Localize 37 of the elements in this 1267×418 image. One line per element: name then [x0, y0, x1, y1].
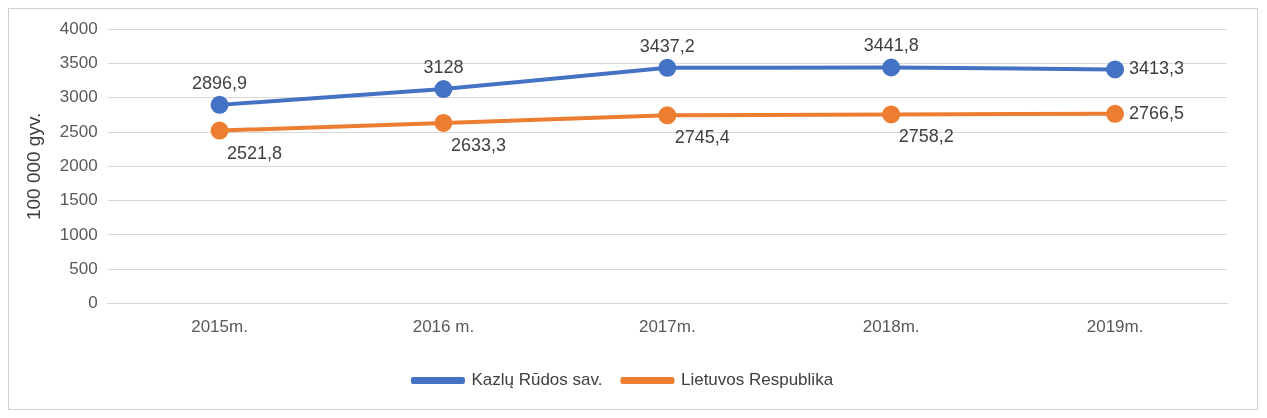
y-tick-label: 0 [88, 293, 98, 313]
data-label: 2896,9 [192, 72, 248, 93]
data-label: 2758,2 [898, 126, 954, 147]
x-tick-label: 2018m. [862, 317, 920, 337]
point [434, 80, 453, 99]
y-tick-label: 2500 [59, 121, 98, 141]
data-label: 3437,2 [639, 35, 695, 56]
y-tick-label: 500 [69, 258, 98, 278]
x-tick-label: 2017m. [638, 317, 696, 337]
x-tick-label: 2015m. [191, 317, 248, 337]
legend-label: Kazlų Rūdos sav. [471, 370, 603, 390]
y-tick-label: 2000 [59, 156, 98, 176]
data-label: 2633,3 [450, 134, 506, 155]
point [1106, 104, 1125, 123]
data-label: 3128 [423, 56, 464, 77]
data-label: 2766,5 [1129, 102, 1185, 123]
x-tick-label: 2019m. [1086, 317, 1144, 337]
point [210, 95, 229, 114]
y-tick-label: 1500 [59, 190, 98, 210]
data-label: 3413,3 [1129, 58, 1185, 79]
y-tick-label: 3500 [59, 53, 98, 73]
data-label: 2745,4 [674, 127, 730, 148]
point [434, 113, 453, 132]
x-tick-label: 2016 m. [412, 317, 475, 337]
point [658, 106, 677, 125]
y-tick-label: 3000 [59, 87, 98, 107]
y-tick-label: 4000 [59, 18, 98, 38]
y-axis-title: 100 000 gyv. [22, 112, 44, 221]
data-label: 3441,8 [863, 35, 919, 56]
data-label: 2521,8 [227, 142, 283, 163]
y-tick-label: 1000 [59, 224, 98, 244]
legend-label: Lietuvos Respublika [680, 370, 834, 390]
point [1106, 60, 1125, 79]
point [658, 58, 677, 77]
point [210, 121, 229, 140]
point [882, 105, 901, 124]
point [882, 58, 901, 77]
